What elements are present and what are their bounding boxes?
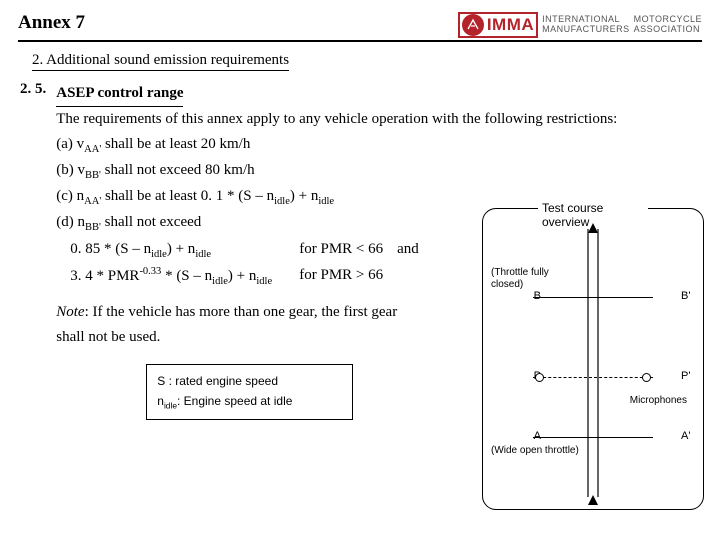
sub: idle bbox=[195, 249, 211, 260]
microphone-left-icon bbox=[535, 373, 544, 382]
asep-heading: ASEP control range bbox=[56, 81, 183, 107]
txt: * (S – n bbox=[161, 268, 212, 284]
note-wide-open: (Wide open throttle) bbox=[491, 445, 581, 457]
txt: (a) v bbox=[56, 136, 84, 152]
sub: idle bbox=[151, 249, 167, 260]
txt: shall not exceed bbox=[101, 214, 201, 230]
txt: (b) v bbox=[56, 162, 85, 178]
logo-subtitle-right: MOTORCYCLE ASSOCIATION bbox=[634, 15, 702, 35]
header: Annex 7 IMMA INTERNATIONAL MANUFACTURERS… bbox=[18, 12, 702, 42]
annex-title: Annex 7 bbox=[18, 12, 85, 34]
item-d: (d) nBB' shall not exceed bbox=[56, 214, 201, 230]
formula-1: 0. 85 * (S – nidle) + nidle bbox=[70, 237, 285, 263]
note-label: Note bbox=[56, 304, 84, 320]
formula-2: 3. 4 * PMR-0.33 * (S – nidle) + nidle bbox=[70, 263, 285, 290]
txt: shall not exceed 80 km/h bbox=[101, 162, 255, 178]
line-pp bbox=[533, 377, 653, 378]
item-c: (c) nAA' shall be at least 0. 1 * (S – n… bbox=[56, 188, 334, 204]
txt: ) + n bbox=[290, 188, 318, 204]
txt: shall be at least 20 km/h bbox=[101, 136, 250, 152]
label-a: A bbox=[521, 430, 541, 442]
logo-block: IMMA INTERNATIONAL MANUFACTURERS MOTORCY… bbox=[458, 12, 702, 38]
sub: idle bbox=[256, 276, 272, 287]
txt: : Engine speed at idle bbox=[177, 394, 292, 408]
intro-text: The requirements of this annex apply to … bbox=[56, 111, 617, 127]
logo-icon bbox=[462, 14, 484, 36]
logo-box: IMMA bbox=[458, 12, 538, 38]
sub: BB' bbox=[85, 170, 101, 181]
legend-box: S : rated engine speed nidle: Engine spe… bbox=[146, 364, 353, 420]
sub: BB' bbox=[85, 222, 101, 233]
item-a: (a) vAA' shall be at least 20 km/h bbox=[56, 136, 250, 152]
logo-line: ASSOCIATION bbox=[634, 25, 702, 35]
arrow-up-icon bbox=[588, 223, 598, 233]
sub: AA' bbox=[84, 196, 101, 207]
label-p-prime: P' bbox=[681, 370, 701, 382]
label-b-prime: B' bbox=[681, 290, 701, 302]
txt: (d) n bbox=[56, 214, 85, 230]
line-aa bbox=[533, 437, 653, 438]
section-2-heading: 2. Additional sound emission requirement… bbox=[32, 52, 289, 71]
sub: idle bbox=[274, 196, 290, 207]
sub: AA' bbox=[84, 144, 101, 155]
logo-line: MANUFACTURERS bbox=[542, 25, 630, 35]
legend-line-2: nidle: Engine speed at idle bbox=[157, 391, 342, 413]
label-b: B bbox=[521, 290, 541, 302]
sub: idle bbox=[318, 196, 334, 207]
legend-line-1: S : rated engine speed bbox=[157, 371, 342, 391]
note-text: : If the vehicle has more than one gear,… bbox=[56, 304, 397, 345]
logo-text: IMMA bbox=[487, 15, 534, 35]
formula-1-cond: for PMR < 66 bbox=[299, 237, 383, 263]
sub: idle bbox=[212, 276, 228, 287]
section-number: 2. 5. bbox=[20, 81, 46, 420]
microphone-right-icon bbox=[642, 373, 651, 382]
item-b: (b) vBB' shall not exceed 80 km/h bbox=[56, 162, 254, 178]
note-throttle-closed: (Throttle fully closed) bbox=[491, 267, 555, 291]
txt: (c) n bbox=[56, 188, 84, 204]
sup: -0.33 bbox=[139, 266, 161, 277]
formula-1-and: and bbox=[397, 237, 419, 263]
label-a-prime: A' bbox=[681, 430, 701, 442]
sub: idle bbox=[164, 401, 177, 411]
txt: shall be at least 0. 1 * (S – n bbox=[101, 188, 274, 204]
txt: ) + n bbox=[228, 268, 256, 284]
txt: 3. 4 * PMR bbox=[70, 268, 139, 284]
formula-2-cond: for PMR > 66 bbox=[299, 263, 383, 290]
logo-subtitle-left: INTERNATIONAL MANUFACTURERS bbox=[542, 15, 630, 35]
lane-right bbox=[597, 229, 599, 497]
test-course-diagram: Test course overview B B' P P' A A' (Thr… bbox=[482, 208, 704, 510]
label-microphones: Microphones bbox=[630, 395, 687, 407]
txt: ) + n bbox=[167, 241, 195, 257]
arrow-up-icon bbox=[588, 495, 598, 505]
lane-left bbox=[587, 229, 589, 497]
txt: n bbox=[157, 394, 164, 408]
line-bb bbox=[533, 297, 653, 298]
txt: 0. 85 * (S – n bbox=[70, 241, 151, 257]
note: Note: If the vehicle has more than one g… bbox=[56, 300, 426, 350]
